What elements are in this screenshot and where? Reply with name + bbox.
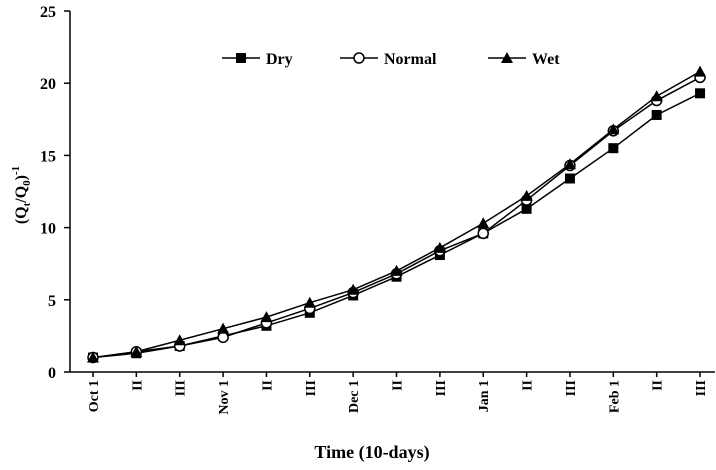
x-tick-label: II xyxy=(260,380,275,391)
x-tick-label: Nov 1 xyxy=(217,380,232,415)
marker xyxy=(694,65,707,77)
x-tick-label: II xyxy=(521,380,536,391)
series-line xyxy=(92,70,701,359)
y-tick-label: 10 xyxy=(40,221,56,238)
marker xyxy=(87,351,99,363)
y-label-part: (Q xyxy=(13,206,30,224)
x-tick-label: III xyxy=(174,380,189,396)
marker xyxy=(173,334,186,346)
marker xyxy=(651,109,662,120)
marker xyxy=(303,296,316,308)
x-tick-label: Oct 1 xyxy=(87,380,102,412)
x-tick-label: III xyxy=(564,380,579,396)
x-tick-label: II xyxy=(651,380,666,391)
y-label-part: 0 xyxy=(21,180,33,186)
y-label-part: ) xyxy=(13,175,30,180)
marker xyxy=(433,241,446,253)
legend-label: Normal xyxy=(384,51,437,68)
marker xyxy=(520,189,533,201)
marker xyxy=(521,203,532,214)
x-tick-label: Jan 1 xyxy=(477,380,492,412)
marker xyxy=(477,227,489,240)
marker xyxy=(347,283,360,295)
marker xyxy=(564,173,575,184)
x-tick-label: III xyxy=(694,380,709,396)
y-label-part: t xyxy=(21,202,33,206)
marker xyxy=(217,331,229,344)
y-label-part: -1 xyxy=(10,166,22,175)
x-tick-label: III xyxy=(434,380,449,396)
marker xyxy=(607,123,620,135)
marker xyxy=(236,53,246,63)
x-tick-label: Dec 1 xyxy=(347,380,362,413)
legend-label: Dry xyxy=(266,51,293,68)
marker xyxy=(695,88,706,99)
y-tick-label: 5 xyxy=(48,293,56,310)
x-tick-label: II xyxy=(130,380,145,391)
x-tick-label: III xyxy=(304,380,319,396)
y-tick-label: 0 xyxy=(48,365,56,382)
marker xyxy=(260,311,273,323)
marker xyxy=(650,90,663,102)
x-tick-label: Feb 1 xyxy=(607,380,622,413)
marker xyxy=(477,217,490,229)
y-tick-label: 20 xyxy=(40,76,56,93)
legend-label: Wet xyxy=(532,51,560,68)
marker xyxy=(501,52,513,63)
y-tick-label: 15 xyxy=(40,148,56,165)
x-axis-label: Time (10-days) xyxy=(314,442,429,463)
y-tick-label: 25 xyxy=(40,4,56,21)
marker xyxy=(608,143,619,154)
marker xyxy=(563,158,576,170)
marker xyxy=(390,264,403,276)
x-tick-label: II xyxy=(391,380,406,391)
marker xyxy=(217,322,230,334)
marker xyxy=(130,345,143,357)
marker xyxy=(353,52,365,64)
series-line xyxy=(92,76,701,359)
y-axis-label: (Qt/Q0)-1 xyxy=(10,166,33,224)
y-label-part: /Q xyxy=(13,186,30,204)
